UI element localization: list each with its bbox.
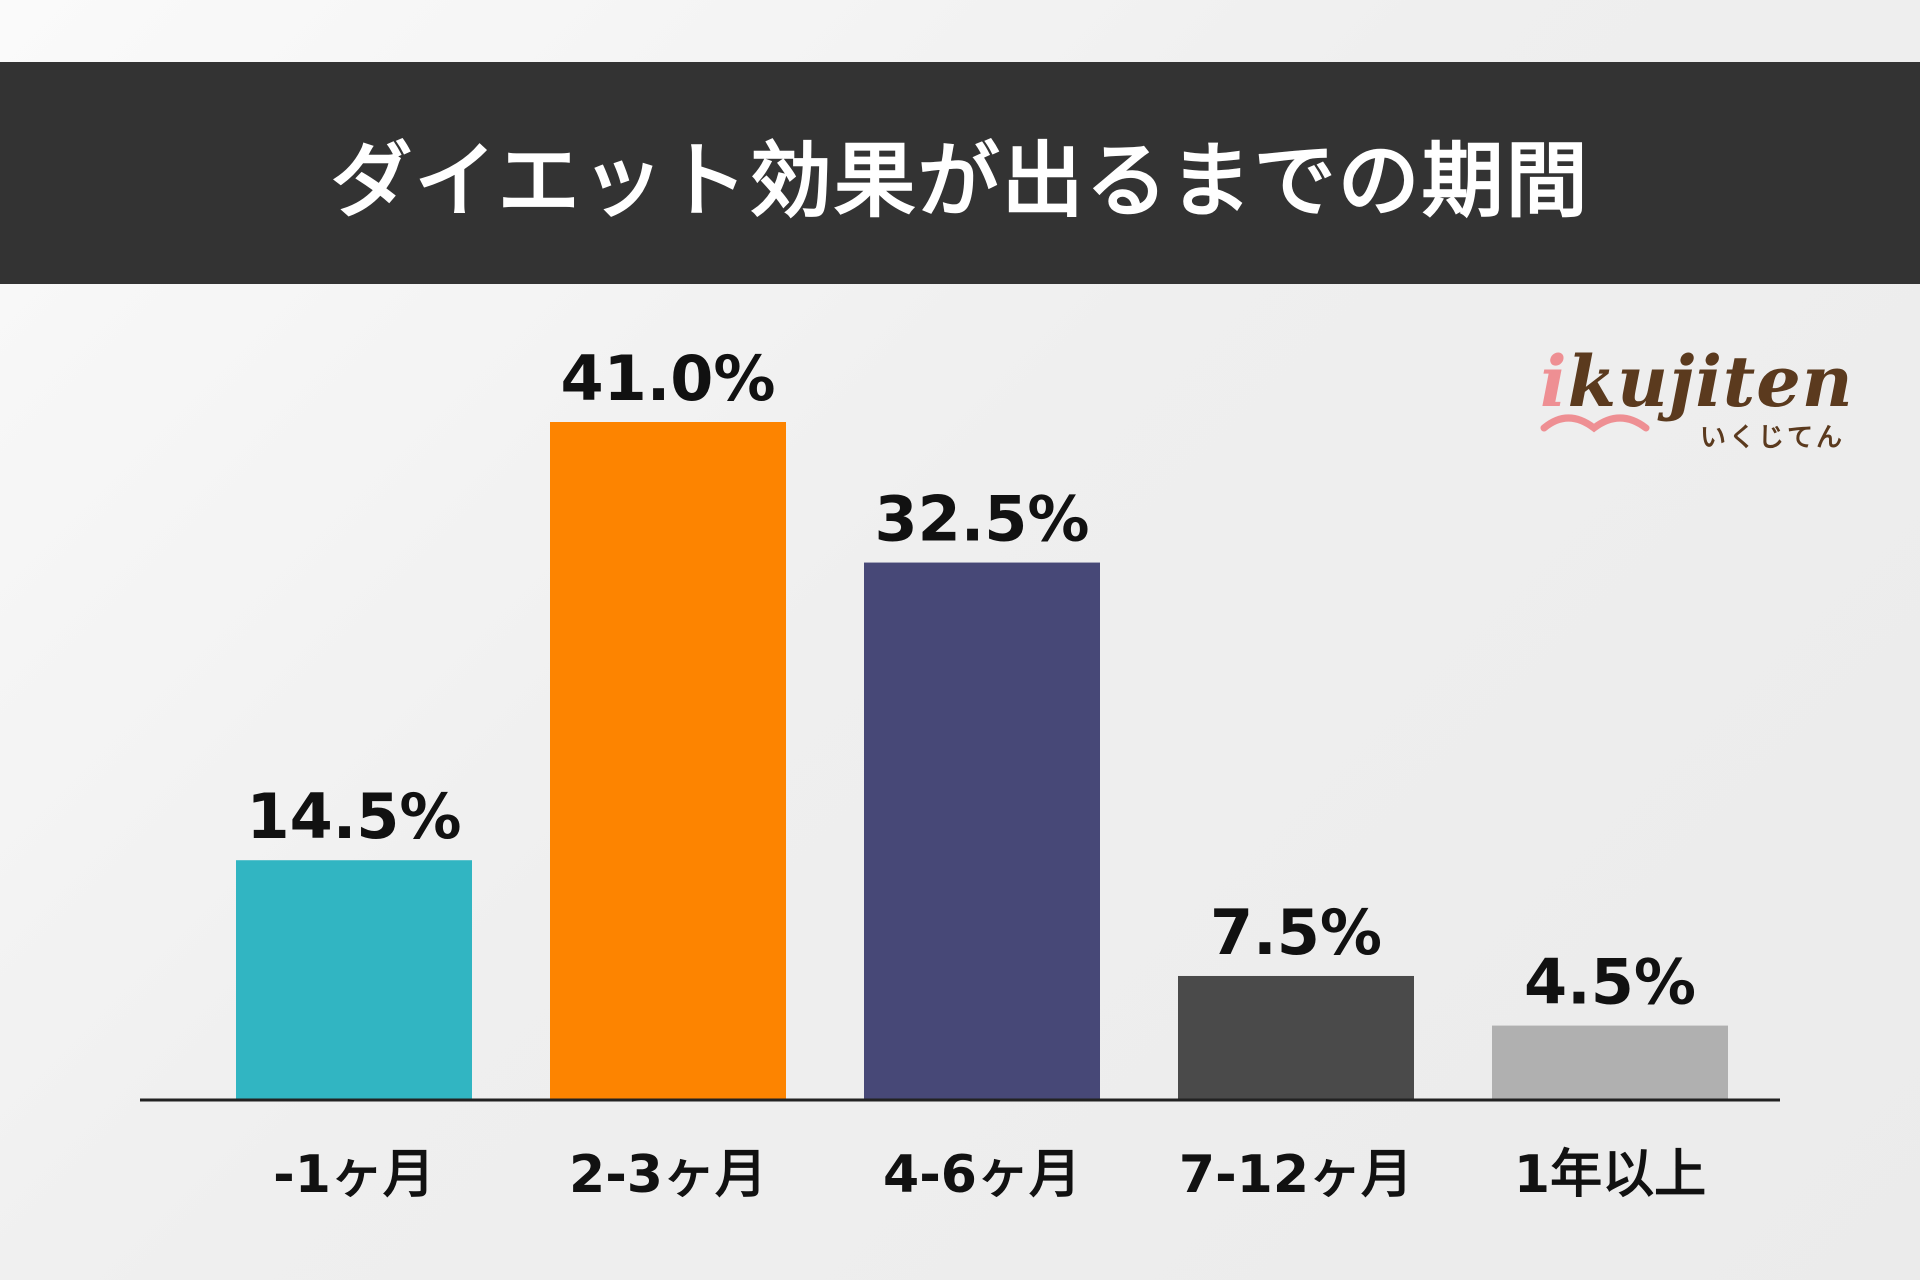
logo-subtitle: いくじてん: [1700, 423, 1846, 453]
category-label-5: 1年以上: [1514, 1145, 1706, 1205]
value-label-3: 32.5%: [874, 483, 1089, 556]
chart-title: ダイエット効果が出るまでの期間: [330, 133, 1590, 229]
category-label-3: 4-6ヶ月: [883, 1145, 1081, 1205]
bar-2: [550, 422, 786, 1100]
bar-5: [1492, 1025, 1728, 1100]
logo-first-letter: i: [1540, 340, 1568, 423]
value-label-4: 7.5%: [1210, 896, 1382, 969]
ikujiten-logo: ikujiten いくじてん: [1540, 340, 1860, 460]
category-label-1: -1ヶ月: [273, 1145, 435, 1205]
book-icon: [1540, 414, 1650, 433]
bar-1: [236, 860, 472, 1100]
category-label-2: 2-3ヶ月: [569, 1145, 767, 1205]
title-bar: ダイエット効果が出るまでの期間: [0, 62, 1920, 284]
category-label-4: 7-12ヶ月: [1179, 1145, 1413, 1205]
value-label-1: 14.5%: [246, 780, 461, 853]
value-label-5: 4.5%: [1524, 946, 1696, 1019]
logo-rest: kujiten: [1567, 340, 1854, 423]
logo-wordmark: ikujiten: [1540, 340, 1854, 423]
value-label-2: 41.0%: [560, 342, 775, 415]
bar-4: [1178, 975, 1414, 1100]
bar-3: [864, 562, 1100, 1100]
